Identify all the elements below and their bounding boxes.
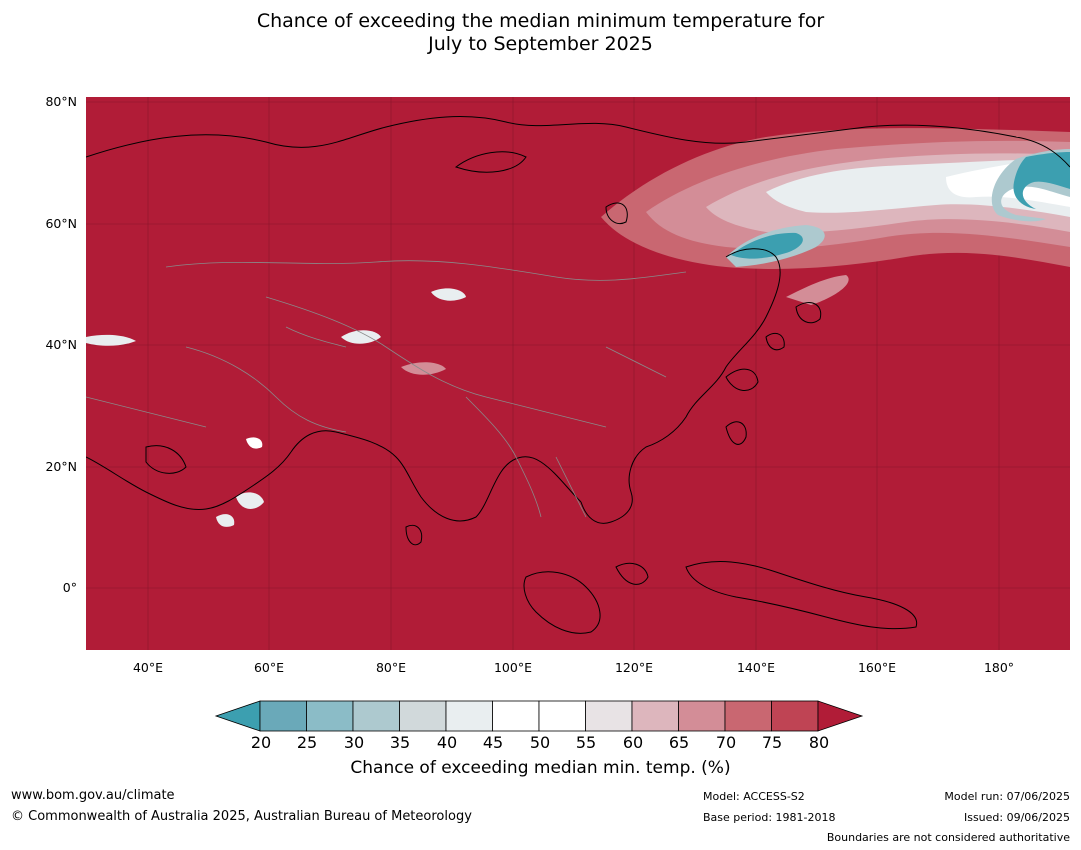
colorbar-segment: [724, 700, 772, 732]
lon-label-60e: 60°E: [253, 660, 285, 675]
colorbar-tick-75: 75: [761, 733, 783, 752]
issued-date: Issued: 09/06/2025: [963, 811, 1070, 824]
colorbar-tick-55: 55: [575, 733, 597, 752]
boundaries-note: Boundaries are not considered authoritat…: [826, 831, 1070, 844]
colorbar-segment: [259, 700, 307, 732]
colorbar-tick-25: 25: [296, 733, 318, 752]
country-borders: [86, 260, 687, 518]
colorbar-extend-high: [817, 700, 864, 732]
probability-shading: [86, 128, 1070, 527]
colorbar-tick-30: 30: [343, 733, 365, 752]
colorbar-tick-45: 45: [482, 733, 504, 752]
colorbar: [214, 700, 864, 732]
colorbar-extend-low: [214, 700, 261, 732]
colorbar-tick-35: 35: [389, 733, 411, 752]
colorbar-tick-40: 40: [436, 733, 458, 752]
colorbar-segment: [585, 700, 633, 732]
colorbar-segment: [445, 700, 493, 732]
colorbar-tick-70: 70: [715, 733, 737, 752]
colorbar-segment: [399, 700, 447, 732]
website-link[interactable]: www.bom.gov.au/climate: [11, 788, 175, 803]
colorbar-label: Chance of exceeding median min. temp. (%…: [350, 758, 731, 778]
model-name: Model: ACCESS-S2: [703, 790, 805, 803]
model-run-date: Model run: 07/06/2025: [944, 790, 1070, 803]
lon-label-40e: 40°E: [132, 660, 164, 675]
colorbar-segment: [306, 700, 354, 732]
lon-label-140e: 140°E: [736, 660, 775, 675]
map-title: Chance of exceeding the median minimum t…: [0, 10, 1081, 56]
map-svg: [86, 97, 1070, 650]
lat-label-equator: 0°: [62, 580, 77, 595]
colorbar-segment: [678, 700, 726, 732]
colorbar-segment: [538, 700, 586, 732]
lon-label-160e: 160°E: [857, 660, 896, 675]
lon-label-180: 180°: [983, 660, 1015, 675]
colorbar-segment: [771, 700, 819, 732]
probability-map: [86, 97, 1070, 650]
colorbar-tick-20: 20: [250, 733, 272, 752]
copyright-text: © Commonwealth of Australia 2025, Austra…: [11, 809, 472, 824]
lat-label-60n: 60°N: [45, 216, 77, 231]
lon-label-100e: 100°E: [493, 660, 532, 675]
colorbar-tick-65: 65: [668, 733, 690, 752]
colorbar-tick-50: 50: [529, 733, 551, 752]
colorbar-segment: [352, 700, 400, 732]
lat-label-40n: 40°N: [45, 337, 77, 352]
colorbar-segment: [631, 700, 679, 732]
title-line-1: Chance of exceeding the median minimum t…: [256, 10, 825, 32]
coastlines: [86, 116, 1070, 634]
colorbar-tick-80: 80: [808, 733, 830, 752]
lat-label-20n: 20°N: [45, 459, 77, 474]
lon-label-120e: 120°E: [614, 660, 653, 675]
colorbar-tick-60: 60: [622, 733, 644, 752]
base-period: Base period: 1981-2018: [703, 811, 836, 824]
lat-label-80n: 80°N: [45, 94, 77, 109]
lon-label-80e: 80°E: [375, 660, 407, 675]
colorbar-segment: [492, 700, 540, 732]
title-line-2: July to September 2025: [428, 33, 653, 55]
